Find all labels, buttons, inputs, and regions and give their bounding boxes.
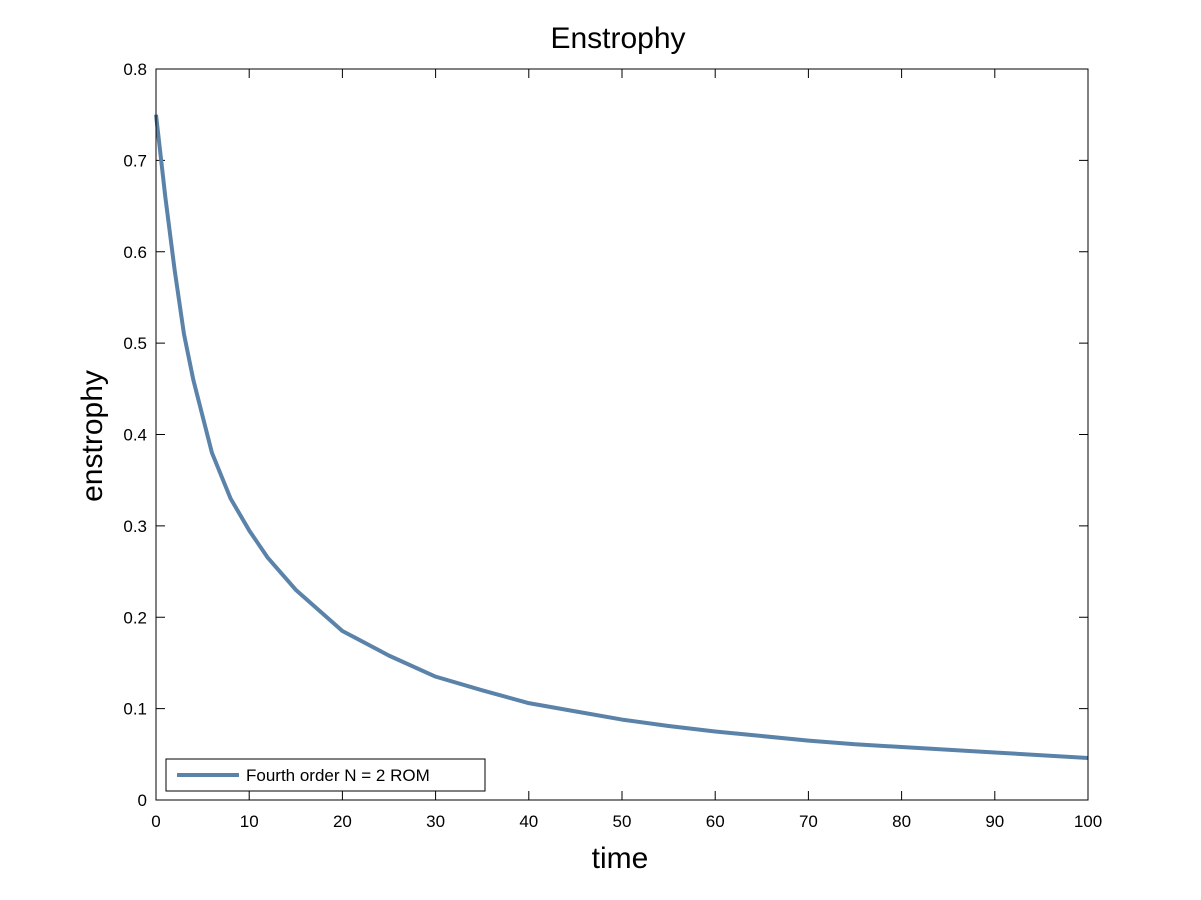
x-tick-label: 10: [240, 812, 259, 831]
x-tick-label: 40: [519, 812, 538, 831]
y-tick-label: 0.6: [123, 243, 147, 262]
y-tick-label: 0.5: [123, 334, 147, 353]
y-tick-label: 0.8: [123, 60, 147, 79]
y-tick-label: 0.2: [123, 608, 147, 627]
legend-label: Fourth order N = 2 ROM: [246, 766, 430, 785]
x-axis-ticks: 0 10 20 30 40 50 60 70 80 90 100: [151, 69, 1102, 831]
x-tick-label: 70: [799, 812, 818, 831]
y-tick-label: 0.7: [123, 151, 147, 170]
legend: Fourth order N = 2 ROM: [165, 758, 486, 792]
x-tick-label: 100: [1074, 812, 1102, 831]
x-tick-label: 30: [426, 812, 445, 831]
x-tick-label: 60: [706, 812, 725, 831]
x-tick-label: 90: [985, 812, 1004, 831]
y-tick-label: 0: [138, 791, 147, 810]
x-tick-label: 0: [151, 812, 160, 831]
chart-title: Enstrophy: [550, 22, 685, 55]
x-tick-label: 20: [333, 812, 352, 831]
x-tick-label: 50: [613, 812, 632, 831]
x-axis-label: time: [592, 842, 649, 875]
y-tick-label: 0.4: [123, 426, 147, 445]
series-line-0: [154, 114, 1089, 760]
y-tick-label: 0.1: [123, 700, 147, 719]
series-layer: [154, 114, 1089, 760]
y-tick-label: 0.3: [123, 517, 147, 536]
y-axis-ticks: 0 0.1 0.2 0.3 0.4 0.5 0.6 0.7 0.8: [123, 60, 1088, 810]
plot-frame: [155, 68, 1089, 801]
x-tick-label: 80: [892, 812, 911, 831]
plot-area: [156, 69, 1088, 800]
y-axis-label: enstrophy: [76, 370, 109, 502]
